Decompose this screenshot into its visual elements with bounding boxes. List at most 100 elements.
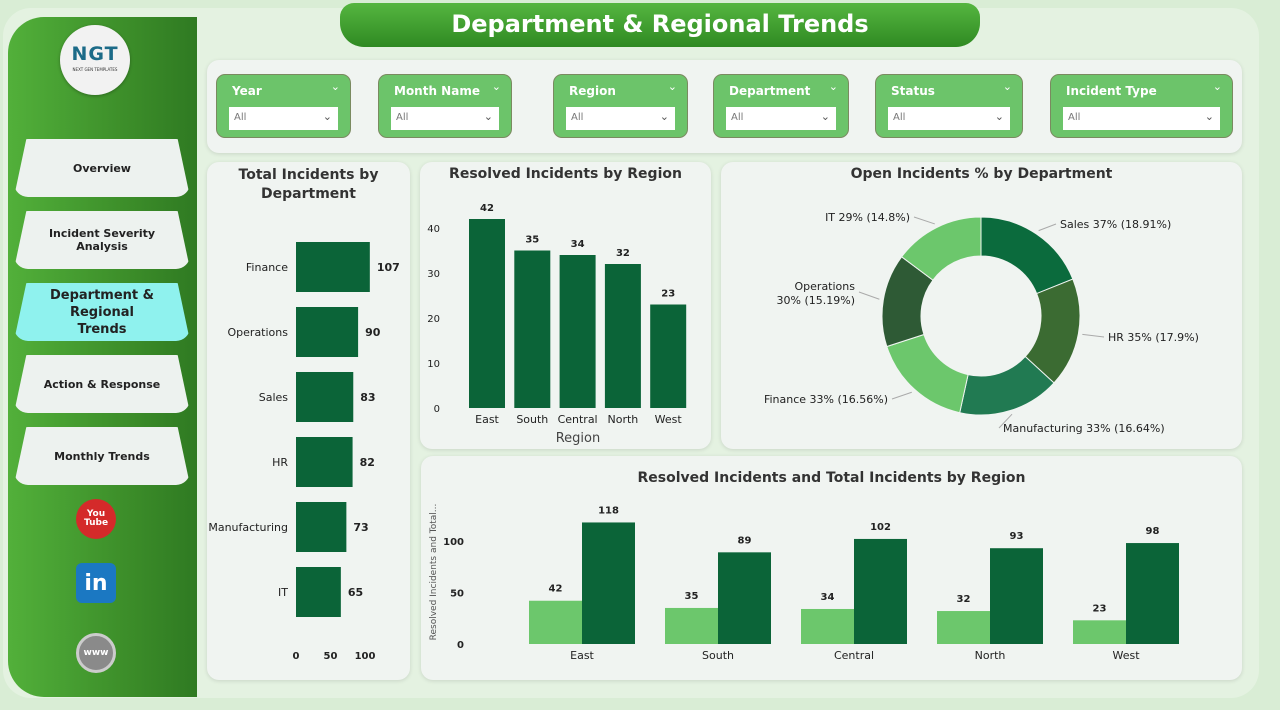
chevron-down-icon: ⌄	[820, 110, 830, 123]
filter-select[interactable]: All ⌄	[1063, 107, 1220, 130]
bar-east-series-0	[529, 600, 582, 644]
bar-manufacturing	[296, 502, 347, 552]
x-tick-label: 0	[293, 651, 300, 662]
chevron-down-icon: ⌄	[994, 110, 1004, 123]
category-label: Finance	[246, 261, 288, 274]
data-label: 102	[870, 522, 891, 533]
chevron-down-icon: ⌄	[659, 110, 669, 123]
y-tick-label: 0	[434, 404, 440, 415]
x-tick-label: East	[570, 649, 594, 662]
data-label: 34	[571, 239, 585, 250]
filter-incident-type[interactable]: Incident Type ⌄ All ⌄	[1050, 74, 1233, 138]
bar-south-series-0	[665, 607, 718, 644]
y-tick-label: 50	[450, 589, 464, 600]
data-label: 107	[377, 261, 400, 274]
data-label: 34	[821, 592, 835, 603]
data-label: 23	[1093, 603, 1107, 614]
chevron-down-icon: ⌄	[322, 110, 332, 123]
chevron-down-icon[interactable]: ⌄	[1002, 80, 1012, 93]
category-label: Sales	[259, 391, 289, 404]
data-label: 73	[353, 521, 368, 534]
leader-line	[1082, 333, 1105, 338]
bar-hr	[296, 437, 353, 487]
data-label: 35	[525, 235, 539, 246]
leader-line	[1038, 223, 1057, 232]
nav-button-4[interactable]: Monthly Trends	[14, 427, 190, 485]
data-label: 83	[360, 391, 375, 404]
chevron-down-icon: ⌄	[483, 110, 493, 123]
category-label: Manufacturing	[208, 521, 288, 534]
globe-icon[interactable]: www	[76, 633, 116, 673]
bar-west	[650, 304, 687, 408]
filter-select[interactable]: All ⌄	[566, 107, 675, 130]
y-tick-label: 100	[443, 537, 464, 548]
filter-year[interactable]: Year ⌄ All ⌄	[216, 74, 351, 138]
data-label: 35	[685, 591, 699, 602]
data-label: 32	[616, 248, 630, 259]
youtube-icon[interactable]: You Tube	[76, 499, 116, 539]
x-tick-label: East	[475, 413, 499, 426]
logo: NGT NEXT GEN TEMPLATES	[60, 25, 130, 95]
chevron-down-icon[interactable]: ⌄	[667, 80, 677, 93]
donut-slice	[900, 216, 982, 281]
chart-title: Open Incidents % by Department	[850, 166, 1113, 182]
slice-label: Operations	[795, 280, 856, 293]
bar-central-series-0	[801, 608, 854, 644]
filter-month-name[interactable]: Month Name ⌄ All ⌄	[378, 74, 512, 138]
bar-south-series-1	[718, 552, 771, 644]
y-tick-label: 30	[427, 269, 440, 280]
linkedin-icon[interactable]: in	[76, 563, 116, 603]
category-label: HR	[272, 456, 288, 469]
x-axis-title: Region	[556, 431, 601, 446]
x-tick-label: Central	[558, 413, 598, 426]
x-tick-label: South	[516, 413, 548, 426]
leader-line	[913, 216, 935, 225]
leader-line	[998, 413, 1013, 429]
bar-central	[559, 255, 596, 408]
filter-select[interactable]: All ⌄	[726, 107, 836, 130]
chart-title: Resolved Incidents and Total Incidents b…	[637, 470, 1026, 486]
data-label: 82	[360, 456, 375, 469]
bar-east	[469, 219, 505, 408]
data-label: 23	[661, 289, 675, 300]
bar-north-series-1	[990, 548, 1043, 644]
bar-operations	[296, 307, 359, 357]
data-label: 65	[348, 586, 363, 599]
bar-central-series-1	[854, 538, 907, 644]
nav-button-0[interactable]: Overview	[14, 139, 190, 197]
bar-east-series-1	[582, 522, 635, 644]
chevron-down-icon[interactable]: ⌄	[330, 80, 340, 93]
y-tick-label: 40	[427, 224, 440, 235]
page-title: Department & Regional Trends	[340, 3, 980, 47]
bar-sales	[296, 372, 354, 422]
filter-select[interactable]: All ⌄	[391, 107, 499, 130]
bar-north	[604, 264, 641, 408]
x-tick-label: North	[608, 413, 639, 426]
nav-button-1[interactable]: Incident Severity Analysis	[14, 211, 190, 269]
bar-finance	[296, 242, 370, 292]
x-tick-label: North	[975, 649, 1006, 662]
filter-region[interactable]: Region ⌄ All ⌄	[553, 74, 688, 138]
y-tick-label: 10	[427, 359, 440, 370]
x-tick-label: Central	[834, 649, 874, 662]
chevron-down-icon[interactable]: ⌄	[828, 80, 838, 93]
category-label: Operations	[228, 326, 289, 339]
bar-north-series-0	[937, 611, 990, 644]
nav-button-2[interactable]: Department & Regional Trends	[14, 283, 190, 341]
bar-it	[296, 567, 341, 617]
filter-select[interactable]: All ⌄	[229, 107, 338, 130]
nav-button-3[interactable]: Action & Response	[14, 355, 190, 413]
data-label: 98	[1146, 526, 1160, 537]
chevron-down-icon[interactable]: ⌄	[491, 80, 501, 93]
filter-status[interactable]: Status ⌄ All ⌄	[875, 74, 1023, 138]
x-tick-label: 100	[355, 651, 376, 662]
y-tick-label: 20	[427, 314, 440, 325]
data-label: 93	[1010, 531, 1024, 542]
slice-label: Finance 33% (16.56%)	[764, 393, 888, 406]
filter-department[interactable]: Department ⌄ All ⌄	[713, 74, 849, 138]
filter-select[interactable]: All ⌄	[888, 107, 1010, 130]
slice-label: IT 29% (14.8%)	[825, 211, 910, 224]
bar-west-series-0	[1073, 620, 1126, 644]
y-tick-label: 0	[457, 640, 464, 651]
chevron-down-icon[interactable]: ⌄	[1212, 80, 1222, 93]
